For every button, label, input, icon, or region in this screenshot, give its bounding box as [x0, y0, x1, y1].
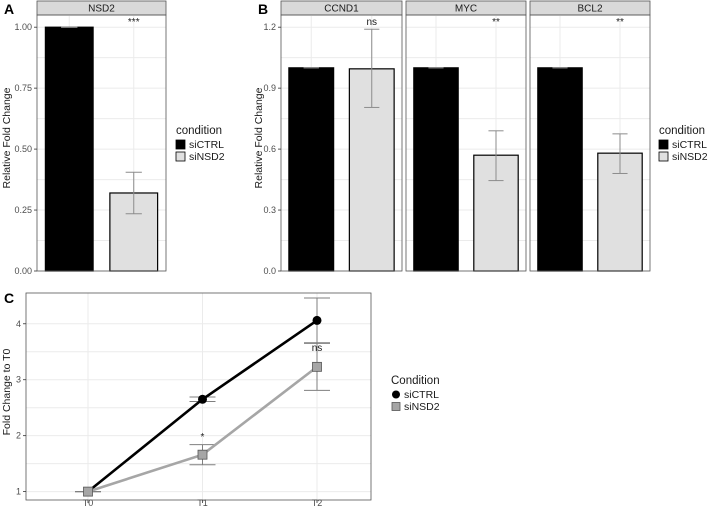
panel-b-ccnd1-ytick-label: 0.6 — [263, 144, 276, 154]
panel-c-legend-key-siCTRL — [392, 390, 400, 399]
panel-c-point-siCTRL — [198, 394, 207, 404]
panel-c-ytick-label: 1 — [16, 487, 21, 497]
panel-b-ccnd1-ytick-label: 1.2 — [263, 22, 276, 32]
panel-a-ylabel: Relative Fold Change — [1, 87, 13, 188]
panel-b: CCND1 ns 0.0 0.3 0.6 0.9 1.2 MYC ** BCL2 ** conditi… — [263, 0, 708, 276]
panel-a-border — [36, 14, 167, 272]
panel-b-ccnd1-border — [280, 14, 403, 272]
panel-c-point-siNSD2 — [197, 449, 208, 460]
panel-b-ccnd1-ytick-label: 0.3 — [263, 205, 276, 215]
panel-b-legend-key-siNSD2 — [658, 151, 669, 162]
panel-c-point-siNSD2 — [83, 486, 93, 497]
panel-a-ytick-label: 0.50 — [14, 144, 32, 154]
panel-c-legend-key-siNSD2 — [391, 402, 401, 411]
panel-a-legend-title: condition — [176, 125, 222, 137]
panel-c-point-siNSD2 — [312, 361, 322, 372]
panel-c-xtick-label: T2 — [312, 498, 323, 508]
panel-b-myc-significance: ** — [492, 17, 500, 28]
panel-b-bcl2-border — [529, 14, 651, 272]
panel-c-significance: ns — [312, 343, 323, 354]
panel-b-ccnd1-strip-title: CCND1 — [324, 4, 359, 15]
panel-a-ytick-label: 0.25 — [14, 205, 32, 215]
panel-a-ytick-label: 0.00 — [14, 266, 32, 276]
panel-b-legend-key-siCTRL — [658, 139, 669, 150]
panel-a-strip-title: NSD2 — [88, 4, 115, 15]
panel-b-ccnd1-significance: ns — [366, 17, 377, 28]
panel-a-ytick-label: 0.75 — [14, 83, 32, 93]
panel-c-point-siCTRL — [312, 315, 322, 325]
panel-c-ytick-label: 2 — [16, 431, 21, 441]
panel-c-border — [25, 292, 372, 501]
panel-c-legend-title: Condition — [391, 375, 440, 387]
panel-label-c: C — [4, 290, 14, 306]
panel-a-bar-siCTRL — [44, 26, 94, 272]
panel-c-ylabel: Fold Change to T0 — [1, 348, 13, 435]
panel-b-bcl2-bar-siCTRL — [537, 67, 583, 272]
panel-a-significance: *** — [128, 17, 140, 28]
panel-a-legend-label: siCTRL — [189, 139, 224, 151]
panel-b-myc-strip-title: MYC — [455, 4, 477, 15]
panel-c-xtick-label: T0 — [83, 498, 94, 508]
panel-c-significance: * — [201, 432, 205, 443]
panel-c-ytick-label: 3 — [16, 375, 21, 385]
panel-a-legend-key-siNSD2 — [175, 151, 186, 162]
panel-b-ylabel: Relative Fold Change — [253, 87, 265, 188]
panel-a-legend-key-siCTRL — [175, 139, 186, 150]
panel-c-xtick-label: T1 — [197, 498, 208, 508]
panel-a-ytick-label: 1.00 — [14, 22, 32, 32]
panel-label-a: A — [4, 1, 14, 17]
panel-a: NSD2 *** 0.00 0.25 0.50 0.75 1.00 condition siCT… — [14, 0, 225, 276]
panel-b-legend-title: condition — [659, 125, 705, 137]
panel-b-ccnd1-ytick-label: 0.9 — [263, 83, 276, 93]
panel-b-ccnd1-ytick-label: 0.0 — [263, 266, 276, 276]
panel-b-myc-bar-siCTRL — [413, 67, 459, 272]
panel-b-myc-border — [405, 14, 527, 272]
panel-c-legend-label: siNSD2 — [404, 401, 440, 413]
panel-b-bcl2-strip-title: BCL2 — [577, 4, 602, 15]
panel-c-legend-label: siCTRL — [404, 389, 439, 401]
panel-a-legend-label: siNSD2 — [189, 151, 225, 163]
panel-label-b: B — [258, 1, 268, 17]
panel-b-legend-label: siCTRL — [672, 139, 707, 151]
panel-b-ccnd1-bar-siCTRL — [288, 67, 335, 272]
panel-c-ytick-label: 4 — [16, 319, 21, 329]
panel-b-legend-label: siNSD2 — [672, 151, 708, 163]
panel-b-bcl2-significance: ** — [616, 17, 624, 28]
